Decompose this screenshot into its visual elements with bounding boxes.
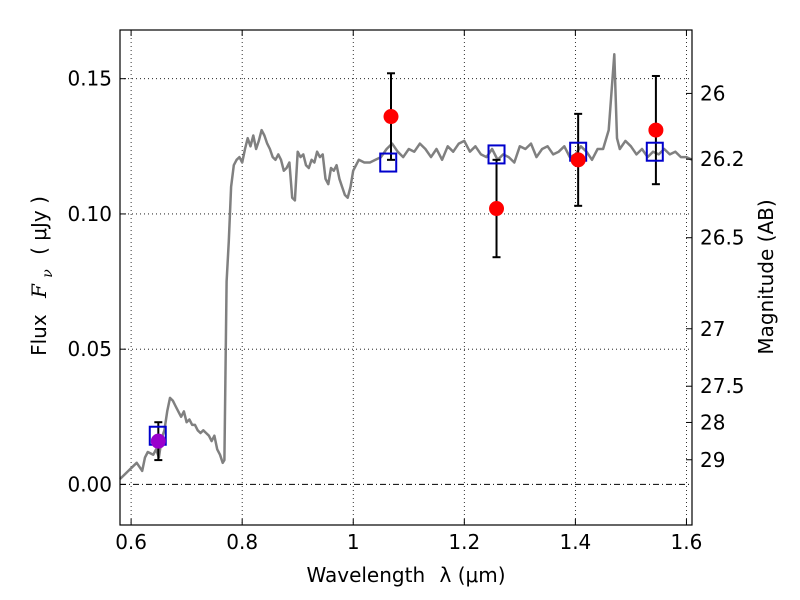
observed-point: [648, 122, 664, 138]
y-tick-label: 0.00: [67, 472, 112, 496]
plot-frame: [119, 29, 693, 526]
model-photometry-square: [645, 141, 664, 162]
mag-tick-label: 26.5: [700, 226, 745, 250]
ticks: 0.6 0.8 1 1.2 1.4 1.6 0.00 0.05 0.10 0.15 26 26.2 26…: [67, 30, 745, 554]
model-photometry-square: [487, 144, 506, 165]
x-tick-label: 1.2: [448, 530, 480, 554]
y2-axis-title: Magnitude (AB): [754, 199, 778, 354]
y-axis-title-subscript: ν: [40, 269, 56, 278]
mag-tick-label: 27: [700, 317, 725, 341]
x-tick-label: 1: [347, 530, 360, 554]
mag-tick-label: 29: [700, 448, 725, 472]
y-tick-label: 0.15: [67, 67, 112, 91]
y-axis-title-text: Flux: [27, 314, 51, 356]
x-tick-label: 0.8: [226, 530, 258, 554]
x-tick-label: 1.6: [671, 530, 703, 554]
observed-point: [489, 201, 505, 217]
x-tick-label: 0.6: [115, 530, 147, 554]
x-axis-title-text: Wavelength: [306, 563, 425, 587]
y-axis-title: Flux F ν ( μJy ): [27, 196, 57, 356]
observed-point: [150, 433, 166, 449]
model-photometry-square: [379, 152, 398, 173]
plot-background: [120, 30, 692, 525]
x-axis-title-math: λ (μm): [440, 563, 506, 587]
y-tick-label: 0.10: [67, 202, 112, 226]
mag-tick-label: 27.5: [700, 374, 745, 398]
x-tick-label: 1.4: [559, 530, 591, 554]
mag-tick-label: 26.2: [700, 147, 745, 171]
y-axis-title-symbol: F: [27, 283, 51, 299]
y-axis-title-unit: ( μJy ): [27, 196, 51, 255]
observed-photometry-layer: [150, 109, 664, 449]
mag-tick-label: 26: [700, 81, 725, 105]
observed-point: [383, 109, 399, 125]
y-tick-label: 0.05: [67, 337, 112, 361]
mag-tick-label: 28: [700, 410, 725, 434]
grid: [120, 30, 692, 525]
x-axis-title: Wavelength λ (μm): [306, 563, 505, 587]
observed-point: [570, 152, 586, 168]
